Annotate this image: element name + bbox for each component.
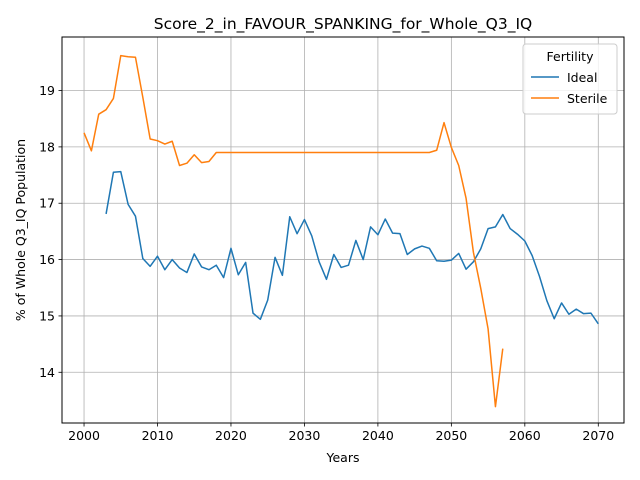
y-axis-title: % of Whole Q3_IQ Population xyxy=(13,139,28,321)
series-line-ideal xyxy=(105,170,599,325)
series-line-sterile xyxy=(83,54,504,408)
x-tick-label: 2070 xyxy=(582,428,614,443)
x-axis-title: Years xyxy=(326,450,360,465)
legend-label-ideal: Ideal xyxy=(567,70,597,85)
x-tick-label: 2060 xyxy=(509,428,541,443)
series-lines xyxy=(83,54,599,408)
y-tick-label: 16 xyxy=(39,252,55,267)
y-axis-ticks: 14 15 16 17 18 19 xyxy=(39,83,62,380)
x-tick-label: 2000 xyxy=(68,428,100,443)
x-tick-label: 2050 xyxy=(435,428,467,443)
legend-title: Fertility xyxy=(547,49,595,64)
y-tick-label: 14 xyxy=(39,365,55,380)
y-tick-label: 18 xyxy=(39,139,55,154)
y-tick-label: 19 xyxy=(39,83,55,98)
legend-box xyxy=(522,43,618,115)
legend-label-sterile: Sterile xyxy=(567,91,608,106)
y-tick-label: 15 xyxy=(39,308,55,323)
x-tick-label: 2040 xyxy=(362,428,394,443)
x-tick-label: 2020 xyxy=(215,428,247,443)
plot-frame xyxy=(61,36,625,424)
x-tick-label: 2030 xyxy=(289,428,321,443)
chart-title: Score_2_in_FAVOUR_SPANKING_for_Whole_Q3_… xyxy=(154,15,533,34)
y-tick-label: 17 xyxy=(39,196,55,211)
legend: Fertility Ideal Sterile xyxy=(522,43,618,115)
x-tick-label: 2010 xyxy=(142,428,174,443)
x-axis-ticks: 2000 2010 2020 2030 2040 2050 2060 2070 xyxy=(68,423,614,443)
